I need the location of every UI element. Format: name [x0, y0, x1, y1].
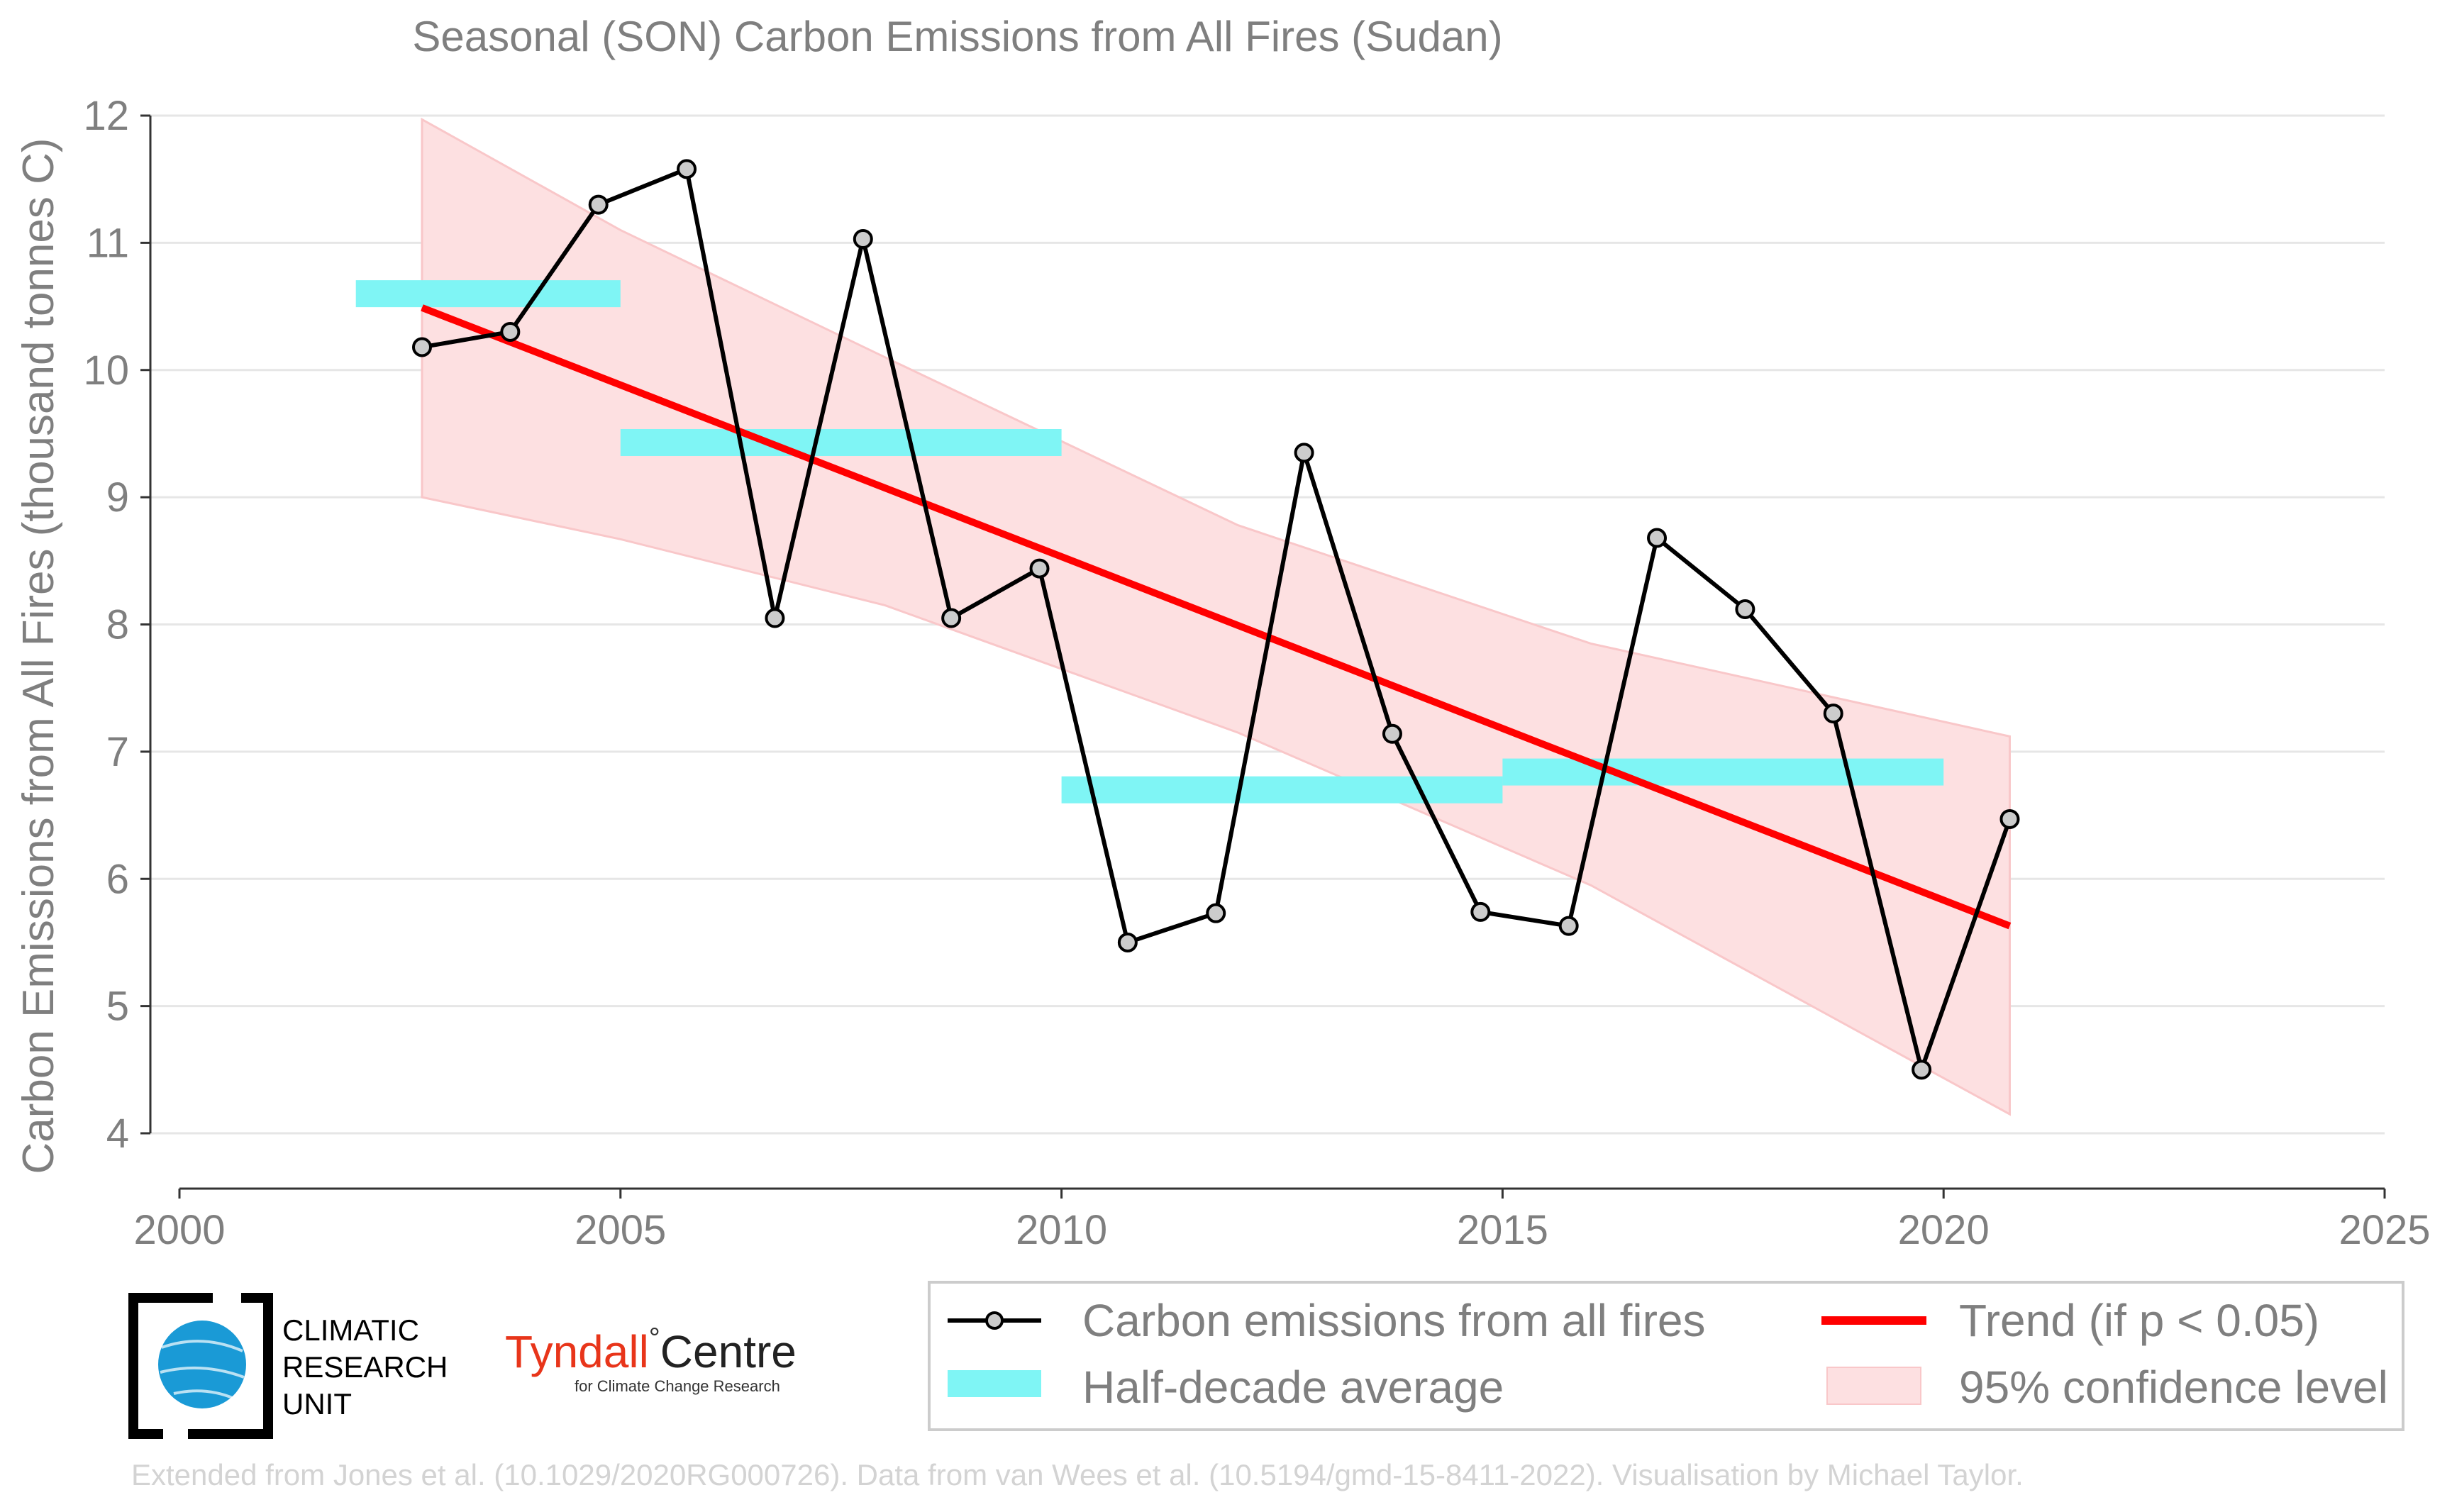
- legend-confidence-swatch: [1826, 1367, 1921, 1405]
- x-tick-label: 2025: [2339, 1207, 2430, 1253]
- emissions-point: [677, 159, 697, 179]
- legend-halfdecade-swatch: [948, 1370, 1041, 1397]
- cru-line-1: CLIMATIC: [282, 1313, 419, 1347]
- half-decade-bar: [355, 280, 621, 308]
- emissions-point: [411, 337, 432, 357]
- emissions-point: [1558, 916, 1579, 936]
- x-tick-label: 2020: [1898, 1207, 1990, 1253]
- legend-box: [928, 1281, 2404, 1431]
- y-tick-label: 6: [106, 856, 129, 902]
- chart-title: Seasonal (SON) Carbon Emissions from All…: [412, 13, 1502, 60]
- emissions-point: [1206, 903, 1226, 923]
- y-tick-label: 4: [106, 1111, 129, 1157]
- emissions-layer: [411, 159, 2020, 1080]
- globe-icon: [158, 1321, 246, 1408]
- half-decade-bar: [1502, 758, 1944, 786]
- legend-label-halfdecade: Half-decade average: [1082, 1362, 1504, 1413]
- legend-label-trend: Trend (if p < 0.05): [1959, 1295, 2319, 1346]
- x-tick-label: 2015: [1457, 1207, 1548, 1253]
- y-tick-label: 9: [106, 474, 129, 521]
- emissions-point: [1294, 443, 1314, 463]
- y-tick-label: 5: [106, 984, 129, 1030]
- emissions-point: [1912, 1060, 1932, 1080]
- y-tick-label: 12: [83, 93, 129, 139]
- y-tick-label: 10: [83, 348, 129, 394]
- trend-layer: [421, 304, 2012, 930]
- emissions-point: [1117, 932, 1138, 952]
- legend: Carbon emissions from all fires Trend (i…: [928, 1281, 2404, 1431]
- cru-line-2: RESEARCH: [282, 1350, 448, 1384]
- half-decade-bar: [1061, 776, 1503, 804]
- half-decade-bar: [620, 428, 1062, 456]
- x-tick-label: 2005: [575, 1207, 666, 1253]
- axes: 4 5 6 7 8 9 10 11 12 2000 2005 2010 2015 2020 2025: [83, 93, 2430, 1253]
- emissions-point: [1735, 599, 1755, 619]
- legend-label-emissions: Carbon emissions from all fires: [1082, 1295, 1706, 1346]
- x-tick-label: 2000: [133, 1207, 225, 1253]
- y-tick-label: 11: [87, 220, 129, 266]
- tyndall-wordmark: Tyndall°Centre: [505, 1323, 797, 1377]
- emissions-point: [941, 608, 962, 628]
- half-decade-layer: [355, 280, 1944, 804]
- y-axis-label: Carbon Emissions from All Fires (thousan…: [14, 138, 63, 1174]
- cru-logo-frame: [128, 1293, 213, 1439]
- emissions-point: [500, 321, 521, 342]
- cru-logo: CLIMATIC RESEARCH UNIT: [128, 1293, 448, 1439]
- emissions-point: [765, 608, 785, 628]
- emissions-point: [1999, 808, 2020, 829]
- tyndall-subtitle: for Climate Change Research: [575, 1377, 780, 1395]
- emissions-point: [1647, 528, 1668, 548]
- credit-text: Extended from Jones et al. (10.1029/2020…: [131, 1458, 2024, 1491]
- cru-line-3: UNIT: [282, 1387, 352, 1421]
- emissions-point: [1382, 723, 1402, 744]
- trend-line: [421, 304, 2012, 930]
- x-tick-label: 2010: [1016, 1207, 1107, 1253]
- y-tick-label: 8: [106, 602, 129, 648]
- legend-emissions-marker: [985, 1311, 1004, 1330]
- tyndall-logo: Tyndall°Centre for Climate Change Resear…: [505, 1323, 797, 1395]
- emissions-point: [588, 194, 609, 215]
- emissions-point: [1029, 558, 1050, 579]
- emissions-point: [1823, 704, 1843, 724]
- y-tick-label: 7: [106, 729, 129, 775]
- legend-label-confidence: 95% confidence level: [1959, 1362, 2388, 1413]
- emissions-point: [853, 228, 873, 249]
- emissions-point: [1470, 901, 1491, 922]
- cru-logo-frame-right: [188, 1293, 273, 1439]
